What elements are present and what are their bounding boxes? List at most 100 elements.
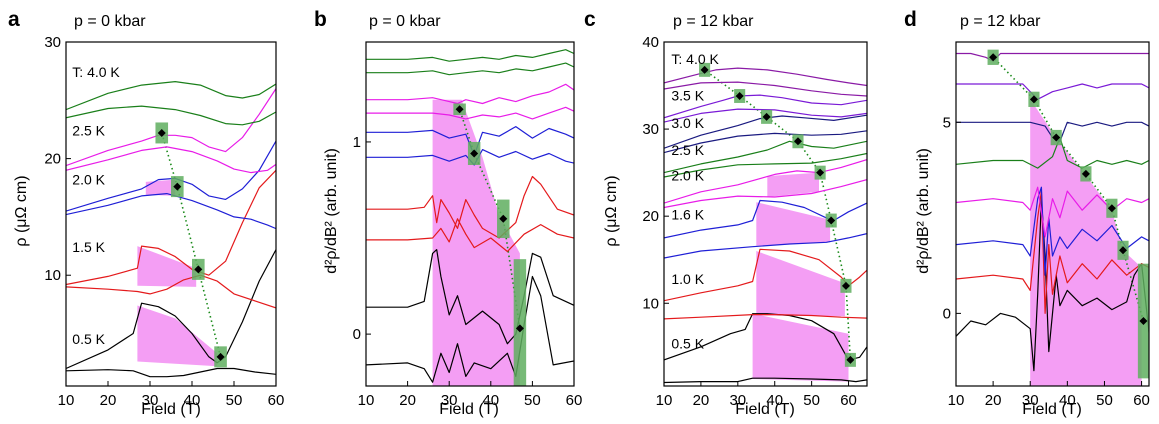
panel-letter-a: a [8, 8, 20, 31]
panel-c-xtick-label-5: 60 [840, 392, 857, 409]
panel-c-ylabel: ρ (μΩ cm) [603, 175, 620, 246]
panel-a-series-4 [66, 140, 276, 212]
panel-c-series-8 [664, 140, 867, 174]
panel-c-title: p = 12 kbar [673, 13, 754, 30]
panel-d-marker-diamond-4 [1052, 133, 1061, 142]
panel-c-xtick-label-2: 30 [729, 392, 746, 409]
panel-b-xtick-label-1: 20 [399, 392, 416, 409]
panel-b-series-8 [366, 49, 574, 62]
panel-c-xlabel: Field (T) [735, 401, 795, 418]
panel-c-curve-label-0: T: 4.0 K [671, 51, 719, 67]
panel-a-marker-diamond-2 [173, 182, 182, 191]
panel-c-series-4 [664, 199, 867, 239]
panel-c-series-12 [664, 94, 867, 119]
panel-d-series-6 [956, 83, 1149, 100]
panel-c-curve-label-1: 3.5 K [671, 87, 704, 103]
panel-b-marker-diamond-1 [499, 214, 508, 223]
panel-b-series-3 [366, 218, 574, 253]
panel-a-curve-label-2: 2.0 K [72, 171, 105, 187]
panel-d-xtick-label-3: 40 [1059, 392, 1076, 409]
panel-c-pink-region-3 [767, 172, 819, 197]
panel-b-xtick-label-3: 40 [482, 392, 499, 409]
panel-a-frame [65, 41, 277, 387]
panel-a-series-9 [66, 105, 276, 126]
panel-a-series-3 [66, 274, 276, 309]
panel-a-xtick-label-0: 10 [58, 392, 75, 409]
panel-d-frame [955, 41, 1150, 387]
panel-c-marker-diamond-3 [816, 168, 825, 177]
panel-a-pink-region-2 [145, 179, 176, 196]
panel-d-series-2 [956, 186, 1149, 276]
panel-b-pink-region-0 [432, 99, 520, 386]
panel-a-series-2 [66, 169, 276, 286]
panel-b-series-7 [366, 106, 574, 120]
panel-b-ytick-label-0: 0 [353, 326, 361, 343]
panel-d-marker-diamond-2 [1107, 204, 1116, 213]
panel-c-pink-region-1 [756, 251, 845, 317]
panel-b: b p = 0 kbar Field (T) d²ρ/dB² (arb. uni… [314, 8, 582, 418]
panel-c-series-11 [664, 130, 867, 154]
panel-a-ytick-label-2: 30 [44, 34, 61, 51]
panel-c-marker-diamond-2 [827, 216, 836, 225]
panel-c-series-1 [664, 377, 867, 384]
panel-d-title: p = 12 kbar [960, 13, 1041, 30]
panel-b-marker-diamond-3 [455, 105, 464, 114]
panel-a-curve-label-0: T: 4.0 K [72, 64, 120, 80]
panel-d-xtick-label-5: 60 [1133, 392, 1150, 409]
panel-c-curve-label-7: 0.5 K [671, 336, 704, 352]
panel-d-series-4 [956, 137, 1149, 169]
panel-c-series-9 [664, 152, 867, 178]
panel-c-ytick-label-1: 20 [642, 208, 659, 225]
panel-c-series-3 [664, 314, 867, 320]
panel-c-ytick-label-2: 30 [642, 121, 659, 138]
panel-a-ylabel: ρ (μΩ cm) [13, 175, 30, 246]
panel-b-marker-box-0 [513, 259, 527, 386]
panel-d-pink-region-0 [1030, 99, 1142, 386]
panel-a-curve-label-1: 2.5 K [72, 122, 105, 138]
panel-c-series-14 [664, 67, 867, 87]
panel-a-transition-dotted-line [161, 132, 222, 357]
panel-d-xtick-label-4: 50 [1096, 392, 1113, 409]
panel-a-series-0 [66, 249, 276, 370]
panel-a-title: p = 0 kbar [74, 13, 146, 30]
panel-d-marker-diamond-0 [1139, 317, 1148, 326]
panel-a-marker-diamond-3 [157, 128, 166, 137]
panel-c-curve-label-5: 1.6 K [671, 207, 704, 223]
panel-c-xtick-label-4: 50 [803, 392, 820, 409]
panel-b-ylabel: d²ρ/dB² (arb. unit) [323, 148, 340, 274]
panel-a-xtick-label-2: 30 [142, 392, 159, 409]
panel-a-xtick-label-4: 50 [226, 392, 243, 409]
panel-c-marker-diamond-7 [700, 65, 709, 74]
panel-b-xlabel: Field (T) [439, 401, 499, 418]
panel-c-pink-region-0 [752, 313, 849, 382]
panel-c-marker-diamond-6 [735, 91, 744, 100]
panel-c-marker-diamond-1 [841, 281, 850, 290]
panel-b-series-5 [366, 149, 574, 166]
panel-a: a p = 0 kbar Field (T) ρ (μΩ cm) T: 4.0 … [8, 8, 284, 418]
panel-d-marker-diamond-5 [1029, 95, 1038, 104]
panel-b-series-4 [366, 125, 574, 156]
panel-d-ylabel: d²ρ/dB² (arb. unit) [915, 148, 932, 274]
panel-d-series-7 [956, 52, 1149, 62]
panel-c-series-15 [664, 81, 867, 97]
panel-d-ytick-label-1: 5 [943, 114, 951, 131]
panel-d-series-0 [956, 198, 1149, 372]
panel-b-plot-area [366, 49, 574, 386]
panel-c-ytick-label-0: 10 [642, 295, 659, 312]
panel-d-series-3 [956, 186, 1149, 238]
panel-d-series-1 [956, 190, 1149, 314]
panel-b-marker-diamond-0 [515, 324, 524, 333]
panel-a-curve-label-3: 1.5 K [72, 239, 105, 255]
panel-b-ytick-label-1: 1 [353, 134, 361, 151]
panel-d-xtick-label-1: 20 [985, 392, 1002, 409]
panel-c-curve-label-4: 2.0 K [671, 167, 704, 183]
panel-letter-d: d [904, 8, 917, 31]
panel-d-xlabel: Field (T) [1022, 401, 1082, 418]
panel-a-ytick-label-0: 10 [44, 267, 61, 284]
panel-a-marker-diamond-0 [216, 352, 225, 361]
panel-a-pink-region-0 [137, 305, 218, 367]
panel-a-xtick-label-1: 20 [100, 392, 117, 409]
panel-c-xtick-label-3: 40 [766, 392, 783, 409]
panel-b-marker-diamond-2 [470, 149, 479, 158]
